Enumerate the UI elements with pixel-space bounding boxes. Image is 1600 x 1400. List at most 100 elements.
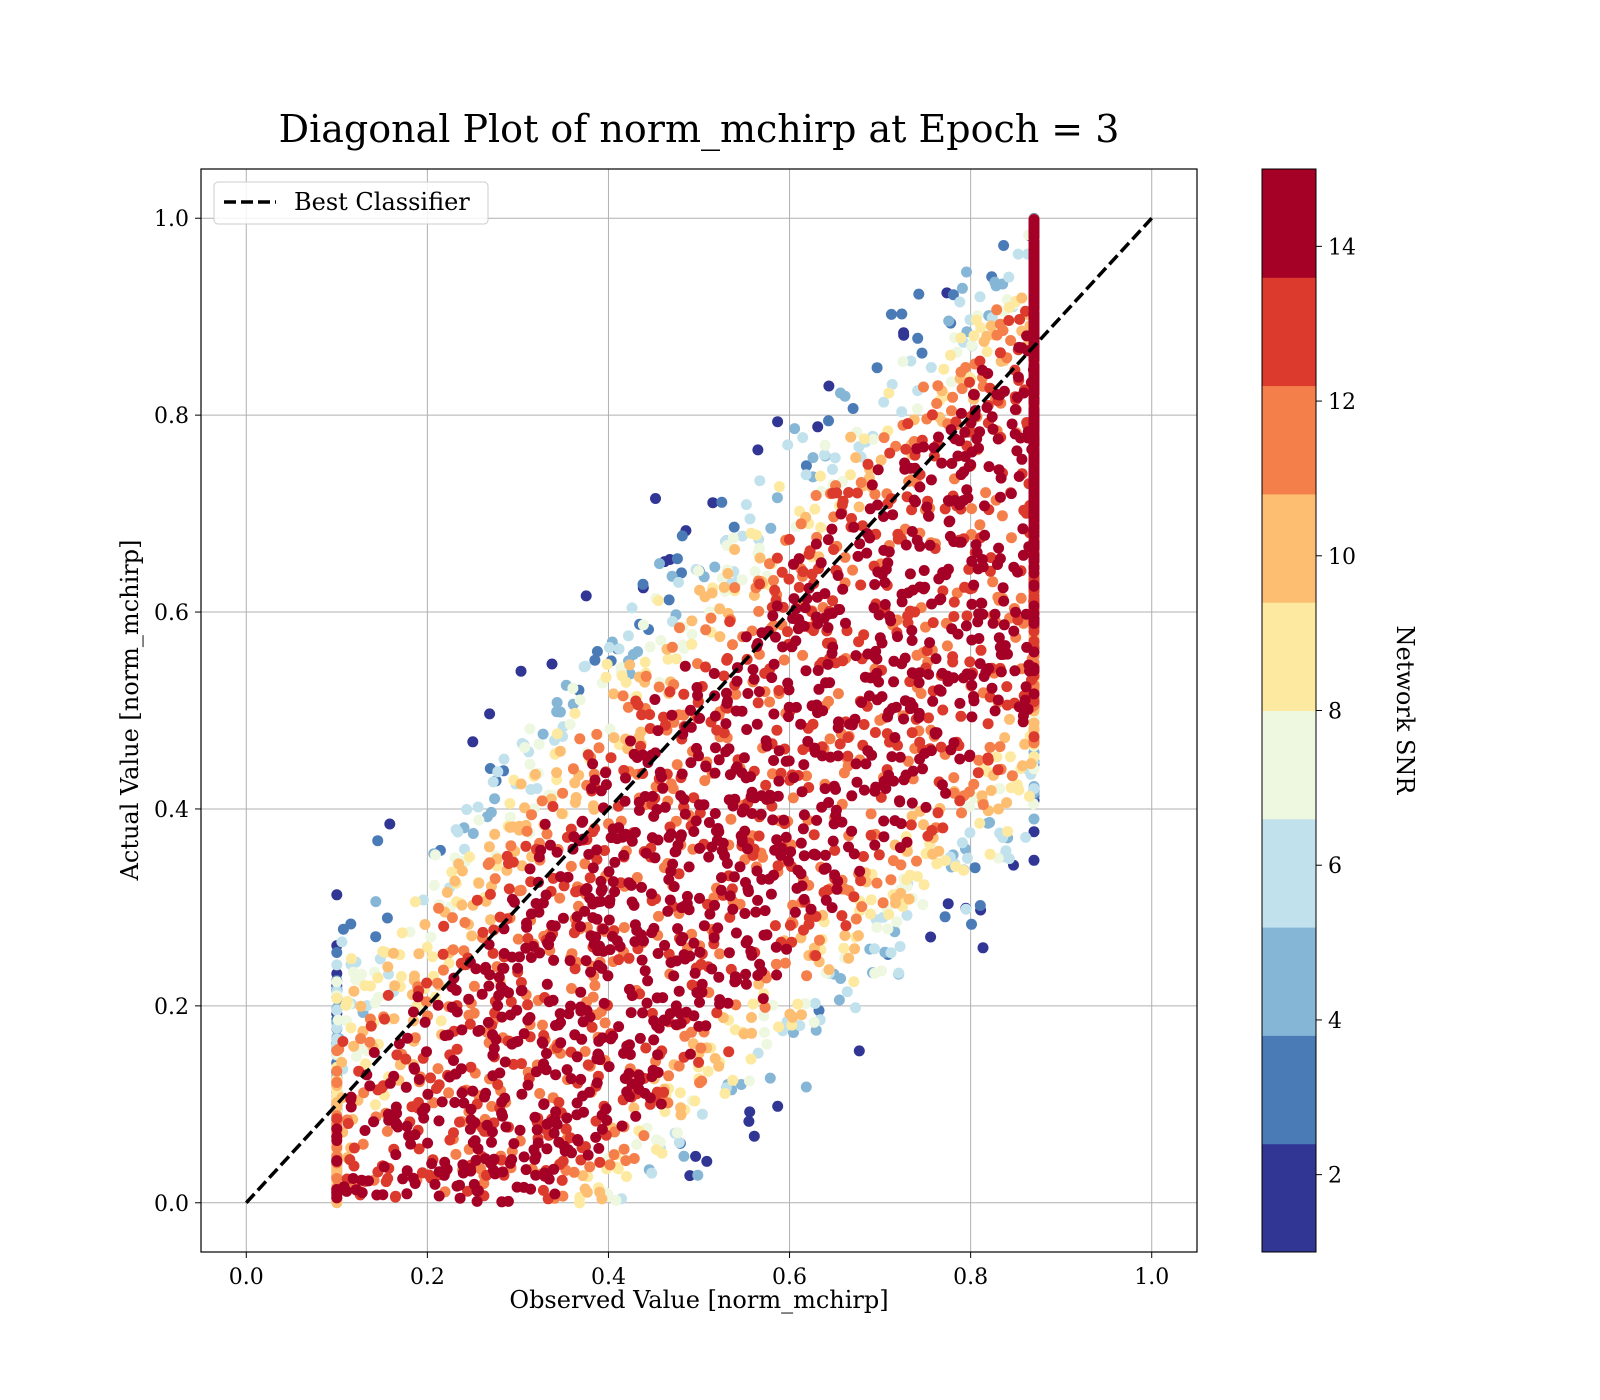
scatter-point xyxy=(359,1125,371,1136)
scatter-point xyxy=(1028,275,1040,287)
scatter-point xyxy=(425,1072,436,1084)
scatter-point xyxy=(554,1008,566,1020)
scatter-point xyxy=(551,846,563,858)
scatter-point xyxy=(746,1012,757,1023)
scatter-point xyxy=(1018,504,1030,516)
scatter-point xyxy=(906,667,918,679)
scatter-point xyxy=(579,905,591,917)
colorbar-tick-label: 10 xyxy=(1328,545,1356,570)
scatter-point xyxy=(776,566,788,578)
scatter-point xyxy=(966,446,978,458)
y-tick-label: 0.6 xyxy=(154,601,189,626)
scatter-point xyxy=(640,670,652,682)
scatter-point xyxy=(963,751,975,763)
scatter-point xyxy=(718,670,730,682)
scatter-point xyxy=(700,661,711,673)
scatter-point xyxy=(534,947,546,959)
scatter-point xyxy=(798,809,810,821)
scatter-point xyxy=(714,631,726,643)
scatter-point xyxy=(783,684,795,696)
scatter-point xyxy=(525,1183,537,1195)
scatter-point xyxy=(905,697,917,709)
scatter-point xyxy=(575,921,586,933)
scatter-point xyxy=(741,724,753,735)
scatter-point xyxy=(926,598,938,610)
chart-title: Diagonal Plot of norm_mchirp at Epoch = … xyxy=(279,107,1120,152)
scatter-point xyxy=(991,329,1003,341)
scatter-point xyxy=(638,1130,650,1142)
scatter-point xyxy=(731,675,743,687)
scatter-point xyxy=(797,432,809,444)
scatter-point xyxy=(955,407,967,419)
scatter-point xyxy=(1017,549,1029,561)
scatter-point xyxy=(670,1000,682,1012)
scatter-point xyxy=(755,808,767,820)
scatter-point xyxy=(947,289,959,301)
scatter-point xyxy=(666,709,678,721)
scatter-point xyxy=(657,782,669,794)
scatter-point xyxy=(919,581,931,593)
scatter-point xyxy=(603,642,615,653)
scatter-point xyxy=(933,431,944,443)
scatter-point xyxy=(925,362,937,373)
colorbar-bin xyxy=(1262,710,1316,820)
scatter-point xyxy=(664,686,676,698)
y-tick-label: 0.2 xyxy=(154,995,189,1020)
scatter-point xyxy=(919,748,931,759)
colorbar-ticks: 2 4 6 8 10 12 14 xyxy=(1316,235,1356,1189)
scatter-point xyxy=(454,1192,466,1204)
scatter-point xyxy=(667,783,679,795)
scatter-point xyxy=(740,631,752,643)
scatter-point xyxy=(662,905,674,917)
scatter-point xyxy=(948,787,960,799)
scatter-point xyxy=(906,810,918,822)
scatter-point xyxy=(673,576,684,588)
scatter-point xyxy=(874,632,886,644)
scatter-point xyxy=(1028,453,1040,465)
scatter-point xyxy=(784,1008,796,1020)
scatter-point xyxy=(1006,532,1017,544)
scatter-point xyxy=(853,501,865,513)
colorbar-bin xyxy=(1262,169,1316,278)
scatter-point xyxy=(948,737,960,749)
scatter-point xyxy=(348,1040,360,1052)
scatter-point xyxy=(752,970,764,981)
scatter-point xyxy=(634,1032,646,1044)
scatter-point xyxy=(703,851,715,863)
scatter-point xyxy=(551,697,563,708)
scatter-point xyxy=(397,1173,409,1185)
scatter-point xyxy=(966,598,978,610)
scatter-point xyxy=(422,1137,434,1149)
scatter-point xyxy=(917,899,929,911)
scatter-point xyxy=(968,389,980,401)
scatter-point xyxy=(974,658,986,670)
scatter-point xyxy=(710,742,721,754)
scatter-point xyxy=(992,852,1004,864)
scatter-point xyxy=(883,909,895,920)
scatter-point xyxy=(684,950,696,962)
scatter-point xyxy=(438,920,450,932)
scatter-point xyxy=(603,866,615,878)
scatter-point xyxy=(945,376,957,388)
scatter-point xyxy=(617,690,629,702)
scatter-point xyxy=(752,1047,764,1059)
scatter-point xyxy=(331,889,343,901)
scatter-point xyxy=(713,971,725,983)
scatter-point xyxy=(604,894,616,906)
scatter-point xyxy=(416,1167,428,1179)
scatter-point xyxy=(668,970,680,982)
scatter-point xyxy=(659,939,671,951)
scatter-point xyxy=(616,1120,628,1132)
scatter-point xyxy=(846,513,857,524)
scatter-point xyxy=(842,732,854,743)
scatter-point xyxy=(578,661,590,673)
scatter-point xyxy=(355,1033,367,1045)
scatter-point xyxy=(970,539,982,551)
colorbar-tick-label: 6 xyxy=(1328,854,1342,879)
scatter-point xyxy=(946,405,957,417)
scatter-point xyxy=(795,718,807,730)
scatter-point xyxy=(525,952,537,963)
scatter-point xyxy=(769,584,781,596)
scatter-point xyxy=(727,903,739,915)
scatter-point xyxy=(836,816,848,828)
